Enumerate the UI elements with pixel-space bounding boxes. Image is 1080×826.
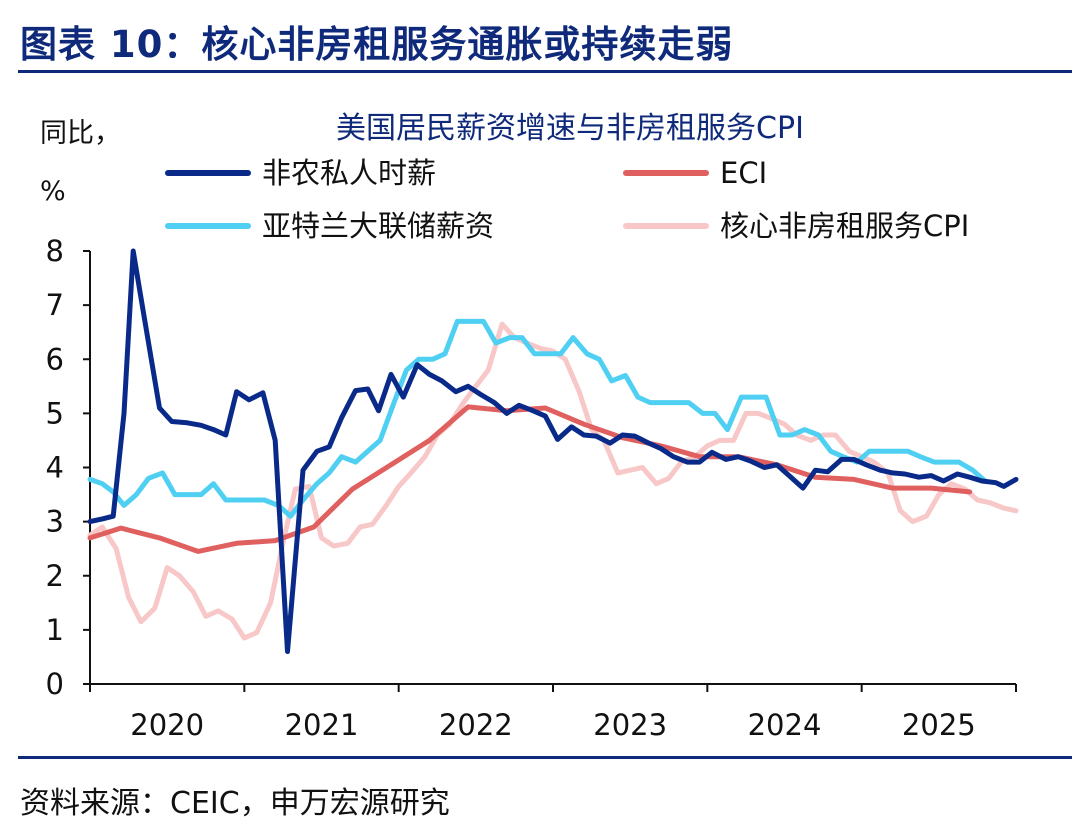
chart-title: 美国居民薪资增速与非房租服务CPI xyxy=(336,111,804,146)
y-axis-label-line1: 同比， xyxy=(40,118,121,149)
y-tick-label: 1 xyxy=(46,613,64,647)
y-tick-label: 8 xyxy=(46,234,64,268)
legend: 非农私人时薪 ECI 亚特兰大联储薪资 核心非房租服务CPI xyxy=(165,156,969,243)
y-tick-label: 4 xyxy=(46,451,64,485)
legend-label-core-services-cpi: 核心非房租服务CPI xyxy=(720,209,969,243)
source-note: 资料来源：CEIC，申万宏源研究 xyxy=(20,786,450,821)
title-rule xyxy=(18,70,1072,73)
legend-label-atlanta-fed-wage: 亚特兰大联储薪资 xyxy=(262,209,494,243)
x-tick-label: 2022 xyxy=(439,708,513,742)
x-tick-label: 2025 xyxy=(902,708,976,742)
series-line-eci xyxy=(87,404,973,554)
x-tick-label: 2023 xyxy=(593,708,667,742)
figure-title: 图表 10：核心非房租服务通胀或持续走弱 xyxy=(20,23,734,66)
y-tick-label: 2 xyxy=(46,559,64,593)
series-line-nonfarm-hourly xyxy=(87,248,1019,654)
y-tick-label: 6 xyxy=(46,342,64,376)
y-tick-label: 3 xyxy=(46,505,64,539)
series-line-core-services-cpi xyxy=(87,321,1019,641)
y-tick-label: 5 xyxy=(46,396,64,430)
x-tick-label: 2024 xyxy=(748,708,822,742)
legend-label-nonfarm-hourly: 非农私人时薪 xyxy=(262,156,436,190)
y-tick-label: 0 xyxy=(46,667,64,701)
footer-rule xyxy=(18,756,1072,759)
series-line-atlanta-fed-wage xyxy=(87,318,988,519)
x-tick-label: 2021 xyxy=(285,708,359,742)
x-tick-label: 2020 xyxy=(130,708,204,742)
y-tick-label: 7 xyxy=(46,288,64,322)
series-group xyxy=(87,248,1019,654)
legend-label-eci: ECI xyxy=(720,156,767,190)
y-axis-label-line2: % xyxy=(40,176,66,207)
axes: 0 1 2 3 4 5 6 7 8 2020 2021 2022 2023 2024 2025 xyxy=(46,234,1017,742)
